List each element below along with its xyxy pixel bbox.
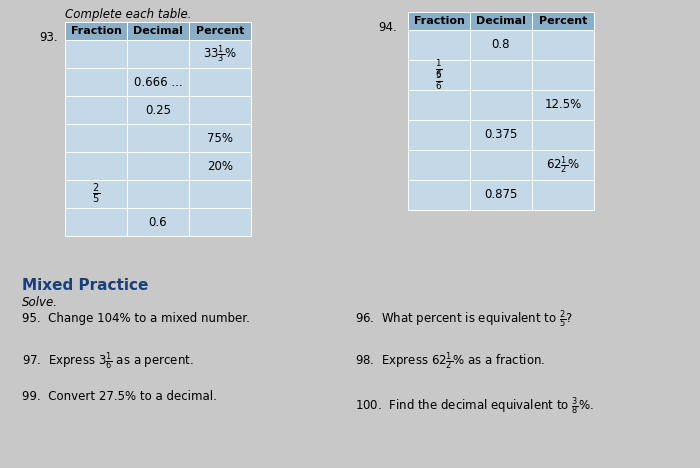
Bar (532, 90, 594, 120)
Text: Fraction: Fraction (71, 26, 121, 36)
Bar (470, 120, 532, 150)
Bar (65, 68, 127, 96)
Bar (532, 180, 594, 210)
Text: 0.6: 0.6 (148, 215, 167, 228)
Bar (408, 180, 470, 210)
Bar (127, 68, 189, 96)
Bar (470, 150, 532, 180)
Text: 0.8: 0.8 (491, 38, 510, 51)
Text: Decimal: Decimal (133, 26, 183, 36)
Bar (470, 60, 532, 90)
Text: $\frac{2}{5}$: $\frac{2}{5}$ (92, 182, 100, 206)
Bar (127, 152, 189, 180)
Text: 0.875: 0.875 (484, 189, 518, 202)
Text: Decimal: Decimal (476, 16, 526, 26)
Bar (189, 96, 251, 124)
Bar (65, 40, 127, 68)
Text: Solve.: Solve. (22, 296, 58, 309)
Text: Mixed Practice: Mixed Practice (22, 278, 148, 293)
Text: $\frac{5}{6}$: $\frac{5}{6}$ (435, 70, 443, 92)
Bar (408, 120, 470, 150)
Bar (65, 96, 127, 124)
Bar (532, 120, 594, 150)
Bar (532, 150, 594, 180)
Bar (408, 90, 470, 120)
Text: 12.5%: 12.5% (545, 98, 582, 111)
Text: 96.  What percent is equivalent to $\frac{2}{5}$?: 96. What percent is equivalent to $\frac… (355, 308, 573, 329)
Text: 98.  Express $62\frac{1}{2}$% as a fraction.: 98. Express $62\frac{1}{2}$% as a fracti… (355, 350, 545, 372)
Text: 93.: 93. (39, 31, 58, 44)
Text: $62\frac{1}{2}$%: $62\frac{1}{2}$% (546, 154, 580, 176)
Text: 100.  Find the decimal equivalent to $\frac{3}{8}$%.: 100. Find the decimal equivalent to $\fr… (355, 395, 594, 417)
Text: 99.  Convert 27.5% to a decimal.: 99. Convert 27.5% to a decimal. (22, 390, 217, 403)
Bar (127, 180, 189, 208)
Bar (127, 208, 189, 236)
Bar (532, 30, 594, 60)
Text: 0.375: 0.375 (484, 129, 518, 141)
Bar (189, 124, 251, 152)
Bar (65, 152, 127, 180)
Bar (127, 40, 189, 68)
Bar (408, 150, 470, 180)
Text: Fraction: Fraction (414, 16, 464, 26)
Bar (65, 180, 127, 208)
Text: Percent: Percent (539, 16, 587, 26)
Bar (65, 22, 127, 40)
Bar (470, 180, 532, 210)
Text: 20%: 20% (207, 160, 233, 173)
Text: 95.  Change 104% to a mixed number.: 95. Change 104% to a mixed number. (22, 312, 250, 325)
Bar (189, 40, 251, 68)
Bar (532, 12, 594, 30)
Bar (65, 124, 127, 152)
Bar (127, 96, 189, 124)
Text: 75%: 75% (207, 132, 233, 145)
Bar (189, 180, 251, 208)
Text: 0.666 ...: 0.666 ... (134, 75, 182, 88)
Text: $\frac{1}{6}$: $\frac{1}{6}$ (435, 58, 443, 80)
Bar (470, 30, 532, 60)
Bar (65, 208, 127, 236)
Text: $33\frac{1}{3}$%: $33\frac{1}{3}$% (203, 43, 237, 65)
Text: 0.25: 0.25 (145, 103, 171, 117)
Bar (189, 152, 251, 180)
Bar (408, 60, 470, 90)
Bar (408, 30, 470, 60)
Text: 97.  Express $3\frac{1}{6}$ as a percent.: 97. Express $3\frac{1}{6}$ as a percent. (22, 350, 194, 372)
Bar (532, 60, 594, 90)
Bar (470, 90, 532, 120)
Bar (408, 12, 470, 30)
Bar (189, 22, 251, 40)
Bar (189, 68, 251, 96)
Bar (127, 22, 189, 40)
Bar (189, 208, 251, 236)
Text: Complete each table.: Complete each table. (65, 8, 192, 21)
Bar (127, 124, 189, 152)
Text: 94.: 94. (378, 21, 397, 34)
Bar (470, 12, 532, 30)
Text: Percent: Percent (196, 26, 244, 36)
